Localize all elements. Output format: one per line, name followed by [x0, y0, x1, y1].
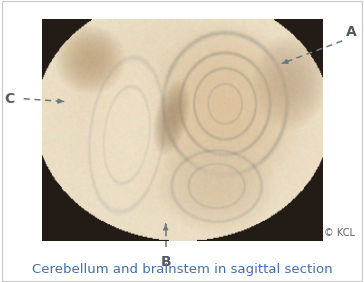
Text: A: A — [346, 25, 357, 39]
Text: C: C — [4, 92, 14, 106]
Text: B: B — [160, 255, 171, 269]
Text: © KCL: © KCL — [324, 228, 355, 238]
Text: Cerebellum and brainstem in sagittal section: Cerebellum and brainstem in sagittal sec… — [32, 263, 332, 276]
